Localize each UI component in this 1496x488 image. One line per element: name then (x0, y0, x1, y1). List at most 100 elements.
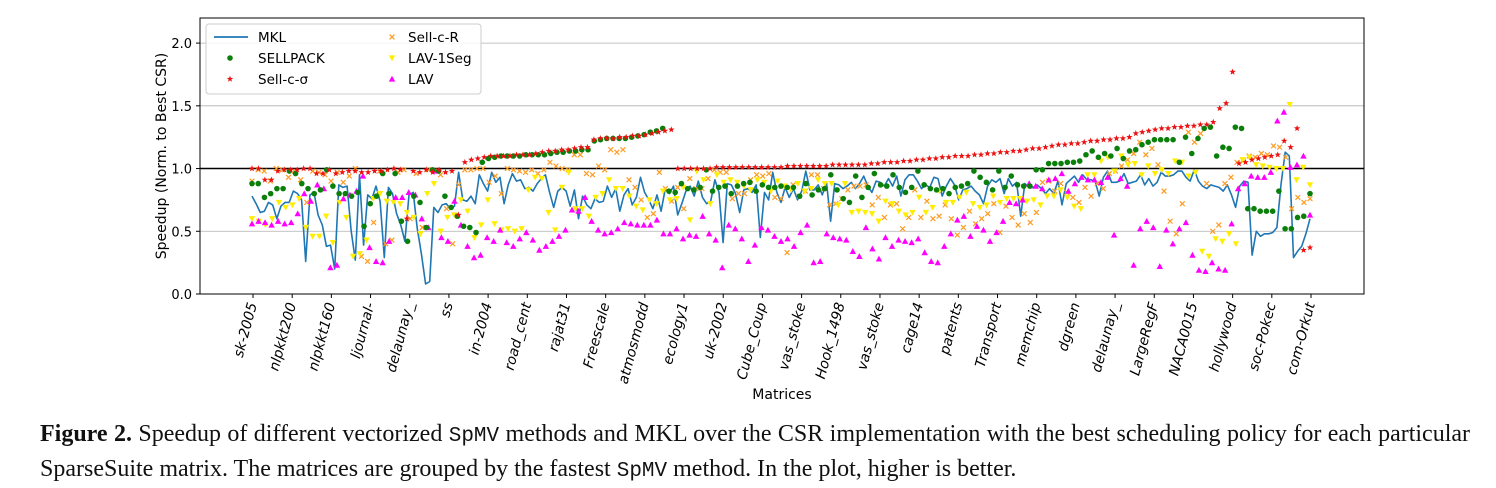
sell-c-r-point (632, 184, 638, 191)
sellpack-point (1176, 159, 1183, 166)
sell-c-r-point (1167, 218, 1173, 225)
y-tick-label: 0.5 (171, 225, 192, 240)
sell-c-point (880, 158, 888, 166)
sell-c-point (977, 151, 985, 158)
sell-c-point (1003, 148, 1011, 155)
lav-1seg-point (814, 177, 822, 184)
sell-c-r-point (1070, 194, 1076, 201)
lav-point (1248, 172, 1255, 179)
x-axis: sk-2005 nlpkkt200 nlpkkt160 ljournal-delaun… (231, 294, 1319, 386)
lav-point (1091, 176, 1098, 183)
lav-point (954, 216, 961, 223)
lav-1seg-point (1225, 231, 1233, 238)
sell-c-point (1235, 160, 1243, 167)
lav-1seg-point (525, 187, 532, 194)
sellpack-point (1076, 158, 1083, 164)
lav-point (947, 230, 955, 237)
lav-point (301, 190, 308, 197)
lav-point (1123, 182, 1131, 189)
lav-point (640, 221, 648, 228)
sell-c-point (1119, 135, 1127, 142)
sell-c-point (1048, 142, 1056, 149)
lav-1seg-point (1077, 206, 1085, 212)
sell-c-point (448, 167, 456, 174)
lav-point (1136, 225, 1144, 232)
sell-c-r-point (924, 198, 930, 204)
sell-c-r-point (553, 163, 559, 169)
sell-c-point (1164, 125, 1172, 132)
lav-1seg-point (538, 175, 545, 182)
x-tick-label: nlpkkt200 (266, 301, 300, 373)
lav-point (327, 264, 334, 271)
sell-c-point (487, 152, 494, 159)
sell-c-point (1216, 104, 1223, 112)
lav-point (673, 225, 680, 232)
sell-c-r-point (504, 165, 511, 172)
sell-c-point (1093, 137, 1101, 144)
lav-point (647, 221, 654, 228)
lav-1seg-point (1259, 163, 1267, 170)
lav-point (1241, 180, 1248, 187)
lav-1seg-point (1145, 163, 1152, 170)
lav-1seg-point (666, 197, 674, 204)
lav-point (712, 236, 719, 243)
lav-point (869, 245, 876, 252)
sell-c-point (926, 155, 933, 162)
sellpack-point (411, 193, 417, 199)
sell-c-point (526, 151, 533, 158)
lav-1seg-point (942, 199, 950, 206)
lav-point (1039, 185, 1046, 192)
sell-c-point (364, 168, 372, 176)
lav-1seg-point (1273, 165, 1280, 172)
lav-point (1058, 170, 1066, 177)
sellpack-point (1288, 225, 1295, 232)
x-tick-label: sk-2005 (231, 301, 261, 359)
sell-c-point (1132, 130, 1140, 137)
sell-c-r-point (899, 225, 906, 232)
lav-1seg-point (1198, 248, 1206, 255)
lav-point (771, 232, 778, 239)
lav-1seg-point (835, 202, 842, 209)
lav-1seg-point (774, 178, 781, 185)
sellpack-point (958, 183, 965, 189)
lav-1seg-point (417, 231, 424, 238)
y-tick-label: 0.0 (171, 288, 192, 303)
sell-c-r-point (1118, 163, 1125, 169)
lav-1seg-point (491, 221, 498, 228)
sell-c-point (1268, 152, 1275, 159)
lav-point (921, 249, 928, 256)
lav-point (1071, 180, 1079, 187)
sell-c-point (1100, 136, 1107, 143)
sell-c-r-point (1076, 199, 1082, 206)
legend-swatch-sell-c (226, 75, 234, 82)
lav-point (562, 226, 569, 233)
lav-1seg-point (336, 199, 343, 206)
lav-point (862, 224, 870, 231)
lav-point (287, 219, 295, 226)
lav-1seg-point (1232, 241, 1240, 248)
lav-point (314, 181, 321, 188)
x-tick-label: ecology1 (660, 301, 692, 366)
caption-body: Speedup of different vectorized SpMV met… (40, 421, 1470, 483)
sell-c-point (751, 163, 759, 171)
sell-c-point (945, 153, 952, 161)
lav-1seg-point (579, 206, 586, 212)
sell-c-r-point (401, 166, 407, 173)
sell-c-r-point (1185, 129, 1192, 135)
sellpack-point (1139, 141, 1145, 148)
sell-c-point (990, 150, 998, 157)
sell-c-point (390, 165, 398, 172)
lav-1seg-point (343, 214, 350, 221)
sell-c-point (435, 166, 443, 173)
sell-c-point (958, 152, 965, 159)
sell-c-point (997, 148, 1004, 155)
sellpack-point (1027, 183, 1033, 189)
lav-point (366, 244, 373, 251)
lav-point (751, 241, 759, 248)
lav-point (483, 234, 491, 241)
lav-point (1150, 224, 1157, 231)
lav-1seg-point (626, 193, 633, 200)
sell-c-point (1126, 133, 1133, 140)
sell-c-r-point (474, 165, 480, 172)
lav-1seg-point (882, 198, 889, 205)
